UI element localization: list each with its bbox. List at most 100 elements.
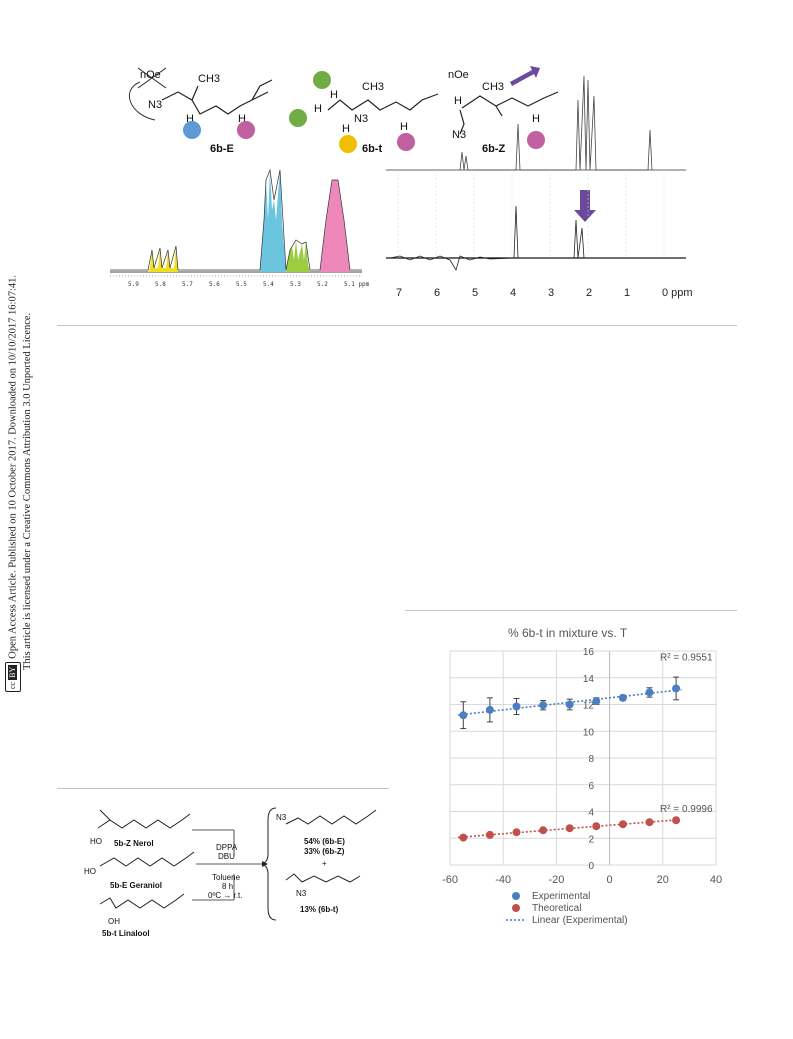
- svg-text:HO: HO: [84, 867, 96, 876]
- svg-text:H: H: [314, 103, 322, 115]
- svg-text:8 h: 8 h: [222, 882, 233, 891]
- svg-text:H: H: [342, 123, 350, 135]
- reaction-scheme: HO 5b-Z Nerol HO 5b-E Geraniol OH 5b-t L…: [84, 807, 377, 938]
- ppm-tick-label: 0 ppm: [662, 287, 693, 299]
- svg-text:6b-E: 6b-E: [210, 143, 234, 155]
- ppm-tick-label: 4: [510, 287, 516, 299]
- cc-by-badge[interactable]: cc BY: [5, 661, 21, 692]
- x-tick-label: 40: [710, 874, 722, 886]
- data-point-experimental: [645, 688, 654, 697]
- nmr-figure: nOe CH3 N3 H H 6b-E H H CH3 H N3 H 6b-t …: [110, 66, 693, 299]
- scheme-divider: [57, 788, 389, 789]
- svg-text:CH3: CH3: [362, 81, 384, 93]
- ppm-tick-label: 7: [396, 287, 402, 299]
- svg-text:H: H: [238, 113, 246, 125]
- sidebar-line-license: This article is licensed under a Creativ…: [22, 312, 33, 670]
- nmr-zoom-tick-label: 5.6: [209, 281, 220, 288]
- data-point-experimental: [565, 700, 574, 709]
- y-tick-label: 14: [583, 674, 595, 685]
- data-point-theoretical: [459, 833, 468, 842]
- svg-text:H: H: [330, 89, 338, 101]
- nmr-stacked-spectra: 7 6 5 4 3 2 1 0 ppm: [386, 75, 693, 299]
- data-point-experimental: [485, 705, 494, 714]
- svg-text:DPPA: DPPA: [216, 843, 238, 852]
- data-point-experimental: [672, 684, 681, 693]
- nmr-zoom-tick-label: 5.5: [236, 281, 247, 288]
- svg-text:6b-Z: 6b-Z: [482, 143, 506, 155]
- svg-text:HO: HO: [90, 837, 102, 846]
- ppm-tick-label: 2: [586, 287, 592, 299]
- ppm-tick-label: 1: [624, 287, 630, 299]
- y-tick-label: 6: [588, 781, 594, 792]
- data-point-theoretical: [672, 816, 681, 825]
- x-tick-label: -40: [495, 874, 511, 886]
- nmr-zoom-tick-label: 5.8: [155, 281, 166, 288]
- nerol-label: 5b-Z Nerol: [114, 839, 154, 848]
- data-point-theoretical: [512, 828, 521, 837]
- data-point-experimental: [459, 711, 468, 720]
- nmr-zoom-tick-label: 5.4: [263, 281, 274, 288]
- linalool-label: 5b-t Linalool: [102, 929, 150, 938]
- r-squared-label: R² = 0.9551: [660, 652, 713, 663]
- data-point-theoretical: [485, 830, 494, 839]
- r-squared-label: R² = 0.9996: [660, 804, 713, 815]
- section-divider: [57, 325, 737, 326]
- chart-grid: 0 2 4 6 8 10 12 14 16 -60 -40 -20 0 20 40: [442, 647, 722, 886]
- svg-text:+: +: [322, 859, 327, 868]
- svg-text:N3: N3: [354, 113, 368, 125]
- svg-text:6b-t: 6b-t: [362, 143, 383, 155]
- structure-6b-t: H H CH3 H N3 H 6b-t: [289, 71, 439, 155]
- nmr-zoom-tick-label: 5.1 ppm: [344, 281, 370, 288]
- nmr-zoom-ticks: 5.9 5.8 5.7 5.6 5.5 5.4 5.3 5.2 5.1 ppm: [128, 281, 370, 288]
- svg-text:OH: OH: [108, 917, 120, 926]
- y-tick-label: 2: [588, 834, 594, 845]
- svg-text:Toluene: Toluene: [212, 873, 241, 882]
- license-sidebar: cc BY Open Access Article. Published on 1…: [5, 162, 35, 692]
- nmr-zoom-tick-label: 5.9: [128, 281, 139, 288]
- chart-marks: R² = 0.9551 R² = 0.9996: [457, 652, 713, 842]
- data-point-theoretical: [618, 820, 627, 829]
- nmr-zoom-tick-label: 5.3: [290, 281, 301, 288]
- data-point-experimental: [618, 693, 627, 702]
- product-yield-t: 13% (6b-t): [300, 905, 339, 914]
- nmr-ppm-ticks: 7 6 5 4 3 2 1 0 ppm: [396, 170, 693, 299]
- svg-text:H: H: [186, 113, 194, 125]
- svg-text:N3: N3: [148, 99, 162, 111]
- legend-label: Linear (Experimental): [532, 915, 628, 926]
- svg-text:0ºC → r.t.: 0ºC → r.t.: [208, 891, 242, 900]
- svg-text:H: H: [532, 113, 540, 125]
- data-point-theoretical: [645, 818, 654, 827]
- svg-text:N3: N3: [452, 129, 466, 141]
- data-point-experimental: [592, 697, 601, 706]
- nmr-zoom-spectrum: 5.9 5.8 5.7 5.6 5.5 5.4 5.3 5.2 5.1 ppm: [110, 168, 370, 288]
- y-tick-label: 0: [588, 861, 594, 872]
- y-tick-label: 16: [583, 647, 595, 658]
- structure-6b-E: nOe CH3 N3 H H 6b-E: [128, 67, 273, 155]
- x-tick-label: 20: [657, 874, 669, 886]
- x-tick-label: -20: [548, 874, 564, 886]
- percent-6bt-chart: % 6b-t in mixture vs. T 0 2 4 6 8 10 12 14 16 -60…: [442, 626, 722, 926]
- svg-text:DBU: DBU: [218, 852, 235, 861]
- nmr-zoom-tick-label: 5.2: [317, 281, 328, 288]
- svg-text:nOe: nOe: [448, 69, 469, 81]
- y-tick-label: 10: [583, 727, 595, 738]
- x-tick-label: 0: [607, 874, 613, 886]
- chart-divider: [405, 610, 737, 611]
- chart-title: % 6b-t in mixture vs. T: [508, 626, 628, 640]
- svg-text:H: H: [400, 121, 408, 133]
- ppm-tick-label: 3: [548, 287, 554, 299]
- data-point-experimental: [512, 702, 521, 711]
- data-point-theoretical: [539, 826, 548, 835]
- legend-label: Theoretical: [532, 903, 581, 914]
- geraniol-label: 5b-E Geraniol: [110, 881, 162, 890]
- data-point-theoretical: [565, 824, 574, 833]
- arrow-icon: [510, 66, 540, 86]
- ppm-tick-label: 5: [472, 287, 478, 299]
- svg-text:CH3: CH3: [198, 73, 220, 85]
- down-arrow-icon: [574, 190, 596, 222]
- legend-label: Experimental: [532, 891, 590, 902]
- noe-label: nOe: [140, 69, 161, 81]
- structure-6b-Z: nOe CH3 H N3 H 6b-Z: [448, 66, 559, 155]
- svg-text:N3: N3: [296, 889, 307, 898]
